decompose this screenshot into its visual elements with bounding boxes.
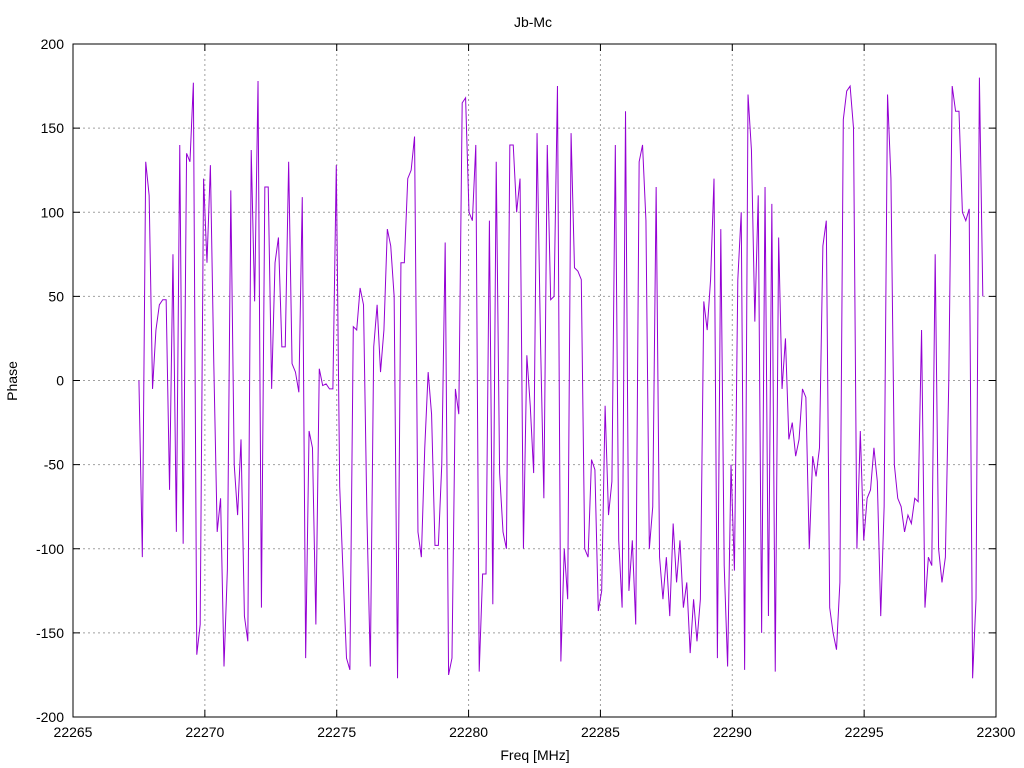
tick-marks <box>72 43 997 718</box>
x-tick-label: 22275 <box>317 724 356 740</box>
y-axis-label: Phase <box>4 361 20 401</box>
y-tick-label: -100 <box>36 541 64 557</box>
x-tick-label: 22265 <box>54 724 93 740</box>
x-axis-label: Freq [MHz] <box>500 747 569 763</box>
phase-series-line <box>138 77 984 679</box>
y-tick-label: -200 <box>36 709 64 725</box>
y-tick-label: 100 <box>41 204 65 220</box>
x-tick-label: 22290 <box>713 724 752 740</box>
y-tick-label: -50 <box>44 457 64 473</box>
series-layer <box>138 77 984 679</box>
y-tick-label: 150 <box>41 120 65 136</box>
x-tick-label: 22270 <box>185 724 224 740</box>
y-tick-labels: -200 -150 -100 -50 0 50 100 150 200 <box>36 36 64 725</box>
chart-title: Jb-Mc <box>514 14 552 30</box>
x-tick-label: 22285 <box>581 724 620 740</box>
y-tick-label: 50 <box>48 288 64 304</box>
y-tick-label: 0 <box>56 373 64 389</box>
x-tick-label: 22295 <box>845 724 884 740</box>
y-tick-label: -150 <box>36 625 64 641</box>
x-tick-label: 22300 <box>977 724 1016 740</box>
x-tick-label: 22280 <box>449 724 488 740</box>
y-tick-label: 200 <box>41 36 65 52</box>
x-tick-labels: 22265 22270 22275 22280 22285 22290 22295 22300 <box>54 724 1016 740</box>
